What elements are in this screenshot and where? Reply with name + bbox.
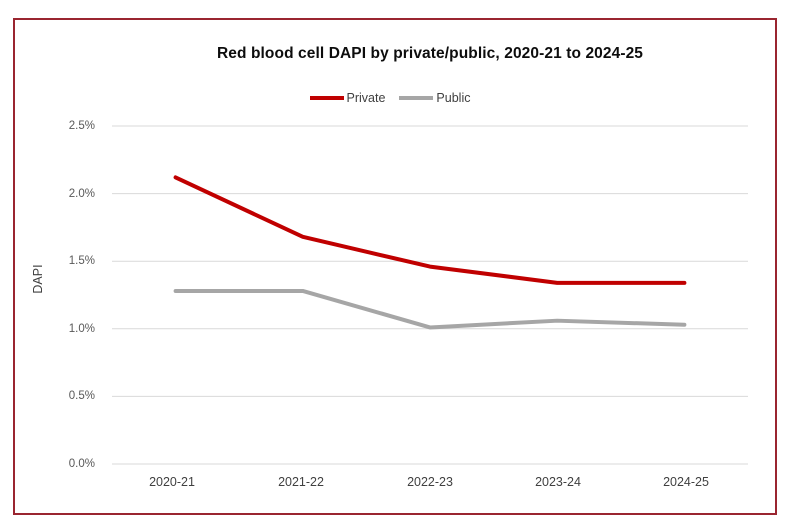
chart-frame: Red blood cell DAPI by private/public, 2… xyxy=(13,18,777,515)
x-tick-label: 2020-21 xyxy=(149,475,195,489)
chart-legend: Private Public xyxy=(112,90,668,106)
legend-label-private: Private xyxy=(346,91,386,105)
x-tick-label: 2024-25 xyxy=(663,475,709,489)
x-tick-label: 2021-22 xyxy=(278,475,324,489)
y-tick-label: 1.0% xyxy=(68,323,95,335)
y-tick-label: 0.5% xyxy=(68,390,95,402)
public-line-swatch-icon xyxy=(399,96,434,100)
private-line-swatch-icon xyxy=(309,96,344,100)
plot-area xyxy=(112,125,748,465)
legend-item-private: Private xyxy=(309,91,386,105)
y-tick-label: 1.5% xyxy=(68,255,95,267)
y-tick-label: 0.0% xyxy=(68,458,95,470)
x-tick-label: 2022-23 xyxy=(407,475,453,489)
legend-label-public: Public xyxy=(436,91,471,105)
legend-item-public: Public xyxy=(399,91,470,105)
y-tick-label: 2.0% xyxy=(68,188,95,200)
chart-title: Red blood cell DAPI by private/public, 2… xyxy=(216,45,644,62)
x-tick-label: 2023-24 xyxy=(535,475,581,489)
y-tick-label: 2.5% xyxy=(68,120,95,132)
